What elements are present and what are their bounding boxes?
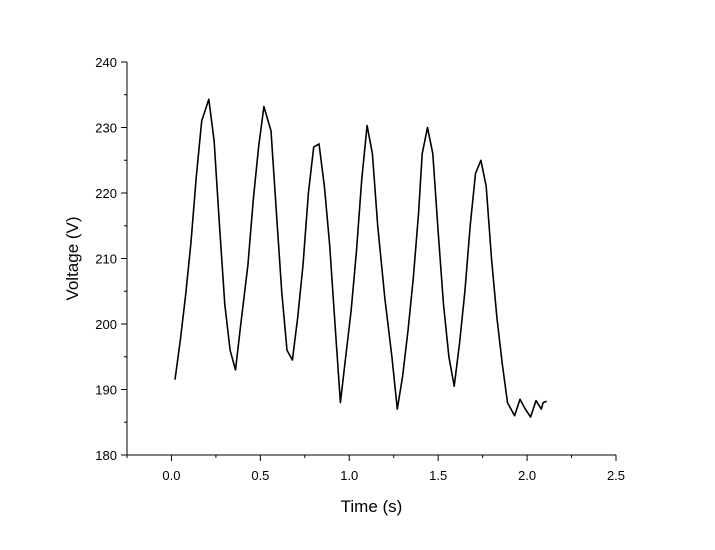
x-tick-label: 2.0 bbox=[518, 468, 536, 483]
y-tick-label: 200 bbox=[95, 317, 117, 332]
y-tick-label: 180 bbox=[95, 448, 117, 463]
ticks bbox=[121, 61, 617, 461]
x-axis-title: Time (s) bbox=[341, 497, 403, 516]
y-tick-label: 190 bbox=[95, 383, 117, 398]
axes bbox=[126, 62, 616, 456]
series bbox=[174, 98, 547, 418]
y-tick-label: 240 bbox=[95, 55, 117, 70]
tick-labels: 0.0 0.5 1.0 1.5 2.0 2.5 180 190 200 210 220 230 240 bbox=[95, 55, 625, 483]
y-tick-label: 230 bbox=[95, 121, 117, 136]
x-tick-label: 2.5 bbox=[607, 468, 625, 483]
x-tick-label: 0.0 bbox=[162, 468, 180, 483]
x-tick-label: 1.5 bbox=[429, 468, 447, 483]
y-axis-title: Voltage (V) bbox=[63, 216, 82, 300]
series-line bbox=[174, 98, 547, 418]
y-tick-label: 210 bbox=[95, 252, 117, 267]
x-tick-label: 1.0 bbox=[340, 468, 358, 483]
y-tick-label: 220 bbox=[95, 186, 117, 201]
x-tick-label: 0.5 bbox=[251, 468, 269, 483]
